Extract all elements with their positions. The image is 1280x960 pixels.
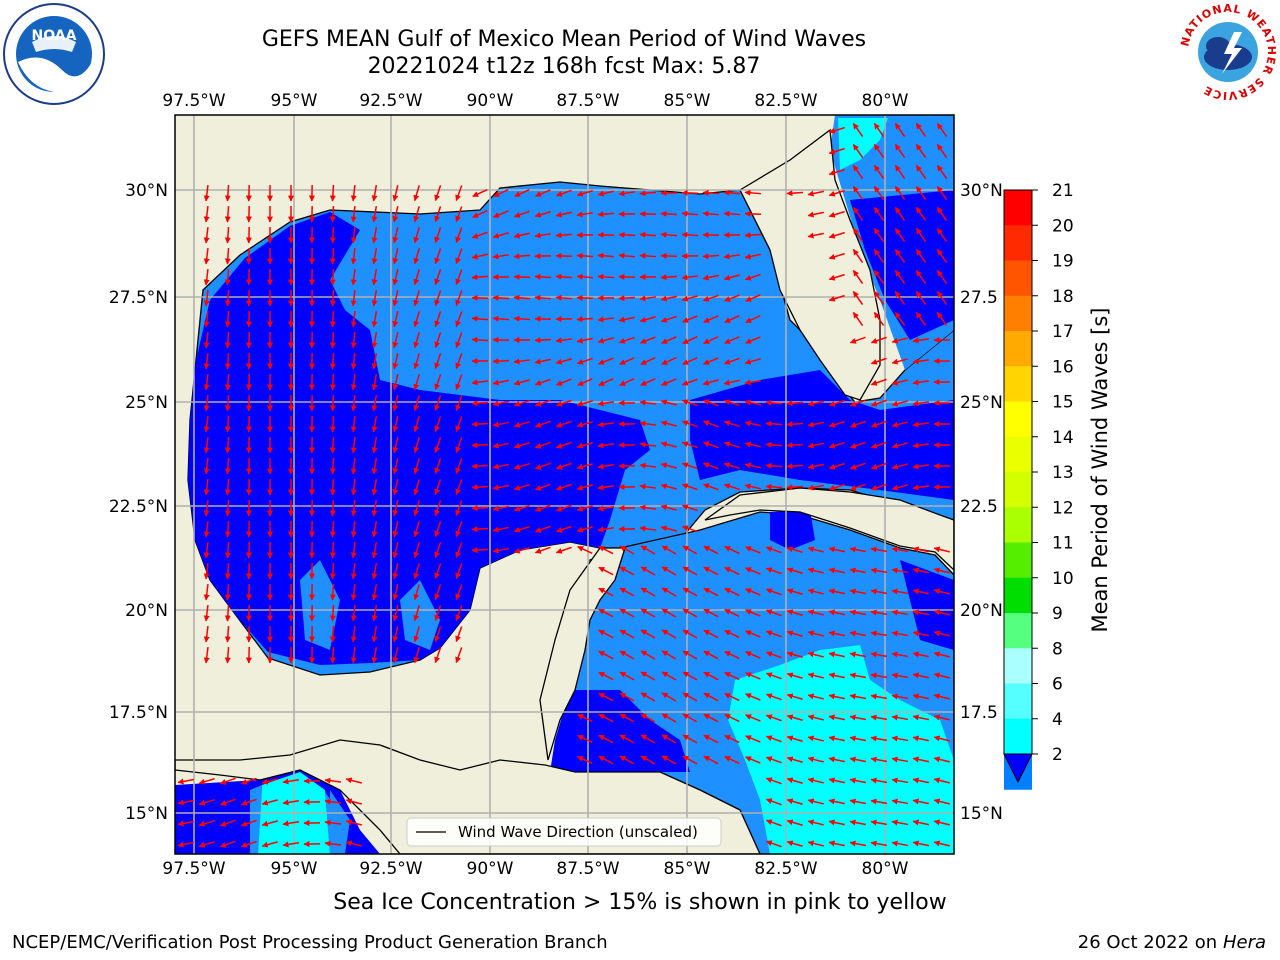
footer-machine: Hera [1222,932,1266,953]
nws-logo: NATIONAL WEATHER SERVICE [1178,2,1277,102]
wind-wave-arrows [177,122,951,848]
footer-date-text: 26 Oct 2022 on [1077,932,1223,953]
map-legend: Wind Wave Direction (unscaled) [406,817,722,847]
lat-tick-right: 25°N [960,393,1003,413]
gulf-mid-blobs [300,560,440,650]
lon-tick-bottom: 92.5°W [359,859,422,879]
colorbar-segment [1004,190,1032,226]
colorbar-tick-label: 21 [1052,181,1074,201]
colorbar-tick-label: 12 [1052,498,1074,518]
lat-tick-right: 22.5 [960,497,998,517]
colorbar-tick-label: 6 [1052,675,1063,695]
lat-tick-left: 20°N [125,601,168,621]
colorbar-tick-label: 8 [1052,639,1063,659]
colorbar-segment [1004,683,1032,720]
lat-tick-right: 20°N [960,601,1003,621]
colorbar-tick-label: 11 [1052,534,1074,554]
map-frame [174,114,955,855]
colorbar-segment [1004,401,1032,438]
legend-label: Wind Wave Direction (unscaled) [458,823,698,841]
lat-tick-right: 30°N [960,181,1003,201]
colorbar-tick-label: 20 [1052,216,1074,236]
footer-date: 26 Oct 2022 on Hera [1078,932,1266,953]
sea-ice-note: Sea Ice Concentration > 15% is shown in … [333,890,947,915]
colorbar-segment [1004,366,1032,402]
lat-tick-left: 30°N [125,181,168,201]
atlantic-low [850,190,954,340]
lon-tick-bottom: 95°W [271,859,318,879]
lon-tick-top: 82.5°W [754,91,817,111]
colorbar-tick-label: 10 [1052,569,1074,589]
lat-tick-right: 27.5 [960,288,998,308]
cuba [704,487,954,571]
lon-tick-top: 90°W [467,91,514,111]
colorbar-segment [1004,331,1032,367]
map-area [175,115,954,854]
atlantic-cyan [838,118,888,170]
colorbar-tick-label: 9 [1052,604,1063,624]
lat-tick-left: 25°N [125,393,168,413]
lon-tick-top: 92.5°W [359,91,422,111]
colorbar-tick-label: 17 [1052,322,1074,342]
map-title: GEFS MEAN Gulf of Mexico Mean Period of … [261,27,867,52]
lat-tick-left: 27.5°N [109,288,168,308]
colorbar-segment [1004,472,1032,508]
map-subtitle: 20221024 t12z 168h fcst Max: 5.87 [367,54,761,79]
colorbar-segment [1004,260,1032,297]
lat-tick-right: 17.5 [960,703,998,723]
colorbar-segment [1004,436,1032,473]
colorbar-segment [1004,225,1032,261]
pacific-mid-overlay [250,790,345,854]
lat-tick-left: 15°N [125,804,168,824]
colorbar-segment [1004,507,1032,543]
colorbar-title: Mean Period of Wind Waves [s] [1088,307,1112,633]
lon-tick-bottom: 97.5°W [162,859,225,879]
lon-tick-bottom: 82.5°W [754,859,817,879]
colorbar-tick-label: 16 [1052,357,1074,377]
lon-tick-top: 80°W [862,91,909,111]
colorbar-segment [1004,718,1032,755]
noaa-logo: NOAA [3,3,105,105]
colorbar-tick-label: 19 [1052,252,1074,272]
lon-tick-bottom: 90°W [467,859,514,879]
lon-tick-top: 97.5°W [162,91,225,111]
colorbar-tick-label: 18 [1052,287,1074,307]
colorbar-tick-label: 14 [1052,428,1074,448]
lon-tick-top: 85°W [664,91,711,111]
yucatan [539,547,626,761]
lat-tick-left: 22.5°N [109,497,168,517]
colorbar-segment [1004,295,1032,332]
colorbar-segment [1004,542,1032,579]
lon-tick-bottom: 87.5°W [556,859,619,879]
colorbar: 21 20 19 18 17 16 15 14 13 12 11 10 9 8 6 4 2 [1003,181,1074,790]
noaa-logo-text: NOAA [32,28,77,44]
map-ticks: 97.5°W 97.5°W 95°W 95°W 92.5°W 92.5°W 90°W 90°W… [109,91,1003,879]
lat-tick-right: 15°N [960,804,1003,824]
footer-credit: NCEP/EMC/Verification Post Processing Pr… [12,932,608,953]
lon-tick-bottom: 80°W [862,859,909,879]
lon-tick-top: 87.5°W [556,91,619,111]
colorbar-tick-label: 2 [1052,745,1063,765]
colorbar-tick-label: 4 [1052,710,1063,730]
colorbar-tick-label: 13 [1052,463,1074,483]
colorbar-segment [1004,613,1032,649]
colorbar-segment [1004,577,1032,614]
lat-tick-left: 17.5°N [109,703,168,723]
colorbar-tick-label: 15 [1052,393,1074,413]
colorbar-segment [1004,648,1032,684]
lon-tick-top: 95°W [271,91,318,111]
lon-tick-bottom: 85°W [664,859,711,879]
caribbean-low [550,690,690,772]
